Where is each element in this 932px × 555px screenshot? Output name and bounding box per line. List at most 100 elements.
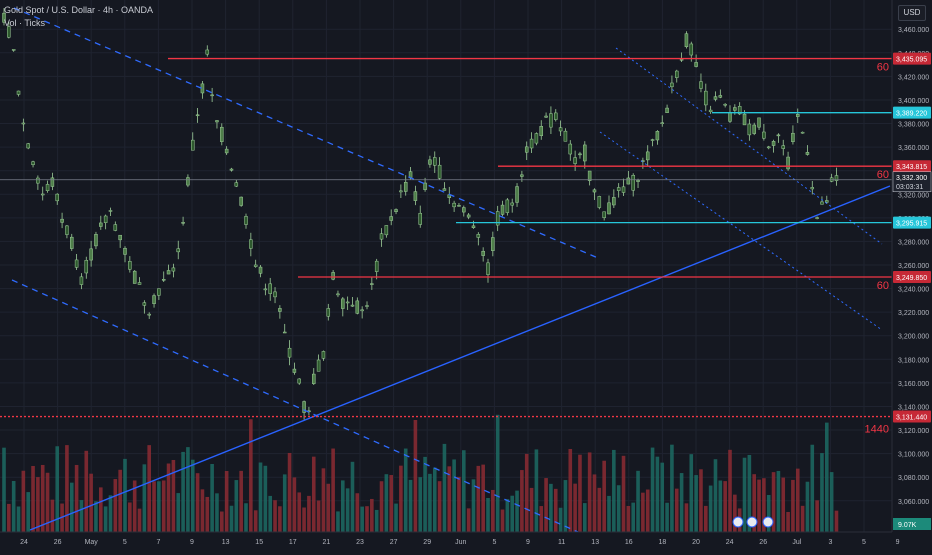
volume-bar: [805, 481, 810, 532]
volume-bar: [442, 443, 447, 532]
time-tick-label: 5: [862, 539, 866, 546]
candle-body: [7, 26, 11, 38]
volume-bar: [16, 506, 21, 532]
candle-body: [476, 234, 481, 238]
volume-bar: [224, 470, 229, 532]
candle-body: [157, 288, 161, 296]
candle-body: [704, 90, 708, 106]
level-price-label: 3,295.915: [896, 221, 927, 228]
candle-body: [65, 225, 69, 235]
volume-bar: [244, 503, 248, 532]
economic-event-icon[interactable]: [762, 516, 774, 528]
economic-event-icon[interactable]: [732, 516, 744, 528]
volume-bar: [708, 485, 713, 532]
volume-bar: [607, 495, 611, 532]
volume-bar: [631, 502, 635, 532]
price-axis: 3,460.0003,440.0003,420.0003,400.0003,38…: [891, 0, 932, 532]
volume-bar: [568, 448, 573, 532]
time-tick-label: Jun: [455, 539, 466, 546]
candle-body: [312, 373, 316, 384]
candle-body: [234, 182, 239, 187]
volume-bar: [539, 506, 544, 532]
volume-bar: [74, 464, 79, 532]
volume-bar: [355, 493, 360, 532]
candle-body: [195, 114, 200, 117]
volume-bar: [200, 489, 205, 532]
volume-bar: [733, 494, 737, 532]
candle-body: [147, 313, 151, 316]
volume-bar: [36, 477, 40, 532]
volume-bar: [466, 508, 471, 532]
candle-body: [26, 143, 30, 149]
candle-body: [302, 401, 306, 413]
volume-bar: [437, 481, 442, 532]
candle-body: [699, 81, 703, 89]
volume-bar: [26, 492, 30, 532]
volume-bar: [307, 495, 311, 532]
currency-button[interactable]: USD: [898, 5, 926, 21]
volume-bar: [563, 480, 568, 532]
candle-body: [796, 114, 800, 117]
price-tick-label: 3,120.000: [898, 428, 929, 435]
candle-body: [249, 239, 253, 249]
candle-body: [186, 177, 190, 186]
economic-event-icon[interactable]: [746, 516, 758, 528]
volume-bar: [549, 483, 553, 532]
candle-body: [737, 106, 742, 115]
volume-bar: [447, 466, 452, 532]
volume-bar: [278, 506, 282, 532]
volume-bar: [602, 460, 606, 532]
price-tick-label: 3,140.000: [898, 404, 929, 411]
volume-bar: [128, 502, 132, 532]
volume-value-label: 9.07K: [898, 522, 917, 529]
time-tick-label: 24: [20, 539, 28, 546]
price-tick-label: 3,180.000: [898, 357, 929, 364]
candle-body: [389, 216, 393, 221]
volume-bar: [190, 459, 195, 532]
time-tick-label: 9: [190, 539, 194, 546]
candle-body: [524, 146, 529, 153]
volume-bar: [660, 462, 665, 532]
volume-bar: [374, 509, 379, 532]
candle-body: [510, 202, 514, 206]
candle-body: [766, 146, 771, 149]
volume-bar: [123, 458, 127, 532]
candle-body: [675, 70, 679, 78]
volume-bar: [65, 445, 69, 532]
level-price-label: 3,389.220: [896, 111, 927, 118]
candle-body: [437, 164, 442, 179]
volume-bar: [316, 500, 321, 532]
volume-bar: [762, 478, 766, 532]
volume-bar: [481, 464, 485, 532]
candle-body: [660, 122, 664, 124]
candle-body: [491, 237, 495, 251]
volume-bar: [558, 507, 563, 532]
price-tick-label: 3,460.000: [898, 27, 929, 34]
candle-body: [612, 197, 616, 206]
candle-body: [636, 179, 640, 182]
price-axis-bg: [892, 0, 932, 532]
volume-bar: [365, 506, 369, 532]
candle-body: [665, 107, 669, 113]
price-tick-label: 3,060.000: [898, 499, 929, 506]
time-tick-label: 21: [323, 539, 331, 546]
candle-body: [224, 148, 229, 154]
candle-body: [495, 211, 500, 226]
volume-bar: [829, 472, 834, 532]
level-price-label: 3,249.850: [896, 275, 927, 282]
volume-bar: [40, 464, 45, 532]
volume-bar: [524, 453, 529, 532]
price-tick-label: 3,320.000: [898, 192, 929, 199]
time-tick-label: 5: [123, 539, 127, 546]
candle-body: [60, 218, 64, 223]
volume-bar: [2, 447, 6, 532]
volume-bar: [166, 463, 171, 532]
candle-body: [11, 49, 16, 51]
candle-body: [2, 12, 6, 23]
candle-body: [70, 236, 74, 249]
time-axis-bg: [0, 532, 932, 550]
time-tick-label: Jul: [792, 539, 801, 546]
volume-bar: [11, 480, 16, 532]
